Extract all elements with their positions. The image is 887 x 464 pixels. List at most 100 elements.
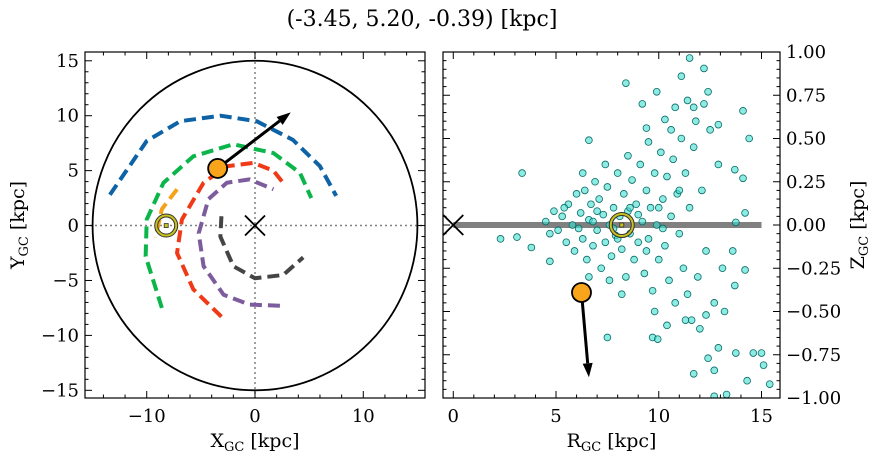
data-point — [640, 269, 649, 278]
data-point — [648, 286, 657, 295]
data-point — [642, 186, 651, 195]
data-point — [653, 335, 662, 343]
x-axis-label: RGC [kpc] — [567, 430, 657, 455]
y-tick-label: 10 — [56, 106, 79, 127]
data-point — [652, 87, 661, 96]
spiral-arm-1 — [143, 142, 314, 309]
data-point — [667, 126, 675, 134]
x-tick-label: −10 — [128, 406, 166, 427]
data-point — [558, 212, 566, 221]
data-point — [759, 361, 768, 369]
data-point — [650, 169, 659, 177]
data-point — [765, 380, 774, 388]
data-point — [546, 229, 554, 238]
y-tick-label: −5 — [52, 270, 79, 291]
y-tick-label: 0.50 — [786, 129, 826, 150]
data-point — [691, 117, 700, 125]
boundary-circle — [91, 59, 419, 392]
velocity-arrow-shaft — [580, 292, 590, 364]
y-axis-label: YGC [kpc] — [7, 181, 32, 270]
data-point — [550, 207, 558, 215]
data-point — [654, 255, 663, 264]
data-point — [732, 349, 740, 357]
sun-ring — [155, 214, 178, 237]
sun-dot — [619, 222, 625, 228]
data-point — [644, 138, 653, 146]
spiral-arm-3 — [175, 160, 287, 319]
data-point — [714, 120, 723, 129]
data-point — [632, 200, 640, 209]
data-point — [675, 229, 684, 238]
spiral-arm-5 — [218, 216, 305, 281]
data-point — [568, 221, 577, 229]
data-point — [657, 148, 665, 157]
data-point — [603, 333, 612, 342]
data-point — [603, 183, 612, 191]
y-tick-label: 0.75 — [786, 85, 826, 106]
velocity-arrow-head — [582, 362, 593, 378]
data-point — [513, 233, 521, 241]
data-point — [741, 209, 749, 217]
data-point — [597, 264, 606, 273]
data-point — [694, 273, 702, 281]
right-panel-rz: 0 5 10 15 1.00 0.75 0.50 0.25 0.00 −0.25 −0.50 −0.7… — [442, 42, 872, 455]
x-tick-label: 0 — [448, 406, 459, 427]
spiral-arm-0 — [108, 113, 338, 197]
data-point — [620, 190, 628, 198]
data-point — [585, 136, 593, 145]
data-point — [730, 165, 739, 174]
data-point — [622, 273, 630, 281]
data-point — [687, 316, 696, 324]
data-point — [661, 115, 669, 124]
left-panel-xy: −10 0 10 15 10 5 0 −5 −10 −15 XGC [kpc] YGC [kpc] — [7, 51, 426, 455]
x-tick-label: 0 — [249, 406, 260, 427]
data-point — [730, 281, 739, 290]
data-point — [685, 54, 694, 62]
data-point — [574, 224, 583, 233]
data-point — [710, 366, 719, 375]
y-tick-label: −15 — [41, 380, 79, 401]
data-point — [728, 247, 737, 255]
data-point — [630, 255, 638, 264]
y-tick-label: −1.00 — [786, 388, 841, 409]
data-point — [654, 203, 663, 212]
data-point — [677, 134, 686, 143]
data-point — [646, 203, 655, 212]
data-point — [714, 344, 723, 352]
star-marker — [571, 282, 592, 303]
data-point — [634, 210, 643, 219]
data-point — [617, 290, 626, 299]
star-marker — [207, 158, 229, 179]
data-point — [527, 243, 536, 252]
data-point — [636, 160, 645, 169]
data-point — [572, 190, 581, 198]
data-point — [667, 212, 675, 221]
data-point — [562, 238, 571, 247]
data-point — [718, 264, 727, 273]
data-point — [518, 169, 526, 177]
data-point — [749, 349, 758, 357]
x-tick-label: 15 — [750, 406, 773, 427]
data-point — [706, 126, 714, 134]
data-point — [739, 174, 747, 183]
data-point — [745, 134, 753, 143]
data-point — [599, 210, 608, 219]
data-point — [650, 307, 659, 316]
data-point — [613, 169, 622, 177]
data-point — [541, 217, 550, 226]
data-point — [580, 186, 589, 195]
data-point — [710, 392, 719, 398]
data-point — [601, 160, 610, 169]
data-point — [578, 169, 587, 177]
data-point — [576, 209, 585, 217]
data-point — [663, 172, 671, 181]
galactic-center-marker — [443, 214, 464, 236]
y-tick-label: 0.25 — [786, 172, 826, 193]
data-point — [683, 96, 692, 105]
y-tick-label: −10 — [41, 325, 79, 346]
data-point — [681, 169, 690, 177]
data-point — [700, 100, 708, 108]
data-point — [683, 290, 692, 299]
data-point — [757, 349, 766, 357]
